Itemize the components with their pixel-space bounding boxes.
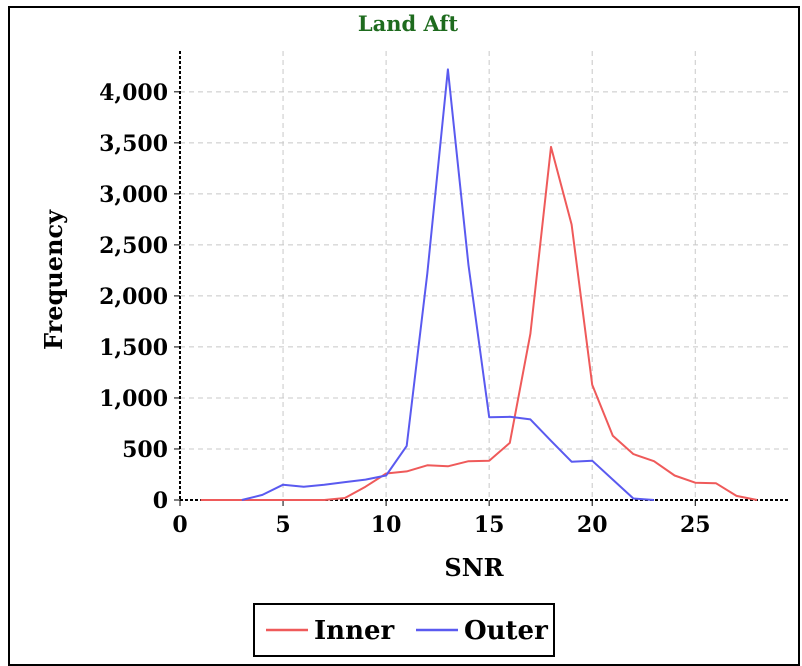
y-tick-label: 3,500 [99,131,168,157]
y-tick-label: 2,500 [99,233,168,259]
legend-label-outer: Outer [464,616,548,646]
y-tick-label: 0 [153,488,168,514]
x-tick-label: 5 [275,512,290,538]
x-tick-label: 20 [577,512,608,538]
x-tick-label: 25 [680,512,711,538]
chart-title: Land Aft [358,11,459,36]
y-tick-label: 2,000 [99,284,168,310]
y-axis-label: Frequency [39,209,68,350]
x-tick-label: 10 [371,512,402,538]
axes [174,51,788,506]
legend: Inner Outer [253,603,555,657]
series-line-inner [200,145,758,501]
x-tick-label: 15 [474,512,505,538]
series-layer [200,68,758,501]
y-tick-label: 1,000 [99,386,168,412]
grid [180,51,788,500]
legend-label-inner: Inner [314,616,395,646]
y-tick-label: 4,000 [99,80,168,106]
chart-frame: Land Aft 0 5 10 15 20 25 0 500 1,000 1,500 2,000 2,… [8,6,800,666]
chart-svg: Land Aft 0 5 10 15 20 25 0 500 1,000 1,500 2,000 2,… [39,11,788,657]
y-tick-label: 1,500 [99,335,168,361]
x-axis-label: SNR [444,553,504,582]
tick-labels: 0 5 10 15 20 25 0 500 1,000 1,500 2,000 2,500 3,000 3… [99,80,710,538]
x-tick-label: 0 [172,512,187,538]
series-line-outer [241,68,655,501]
y-tick-label: 500 [122,437,168,463]
y-tick-label: 3,000 [99,182,168,208]
